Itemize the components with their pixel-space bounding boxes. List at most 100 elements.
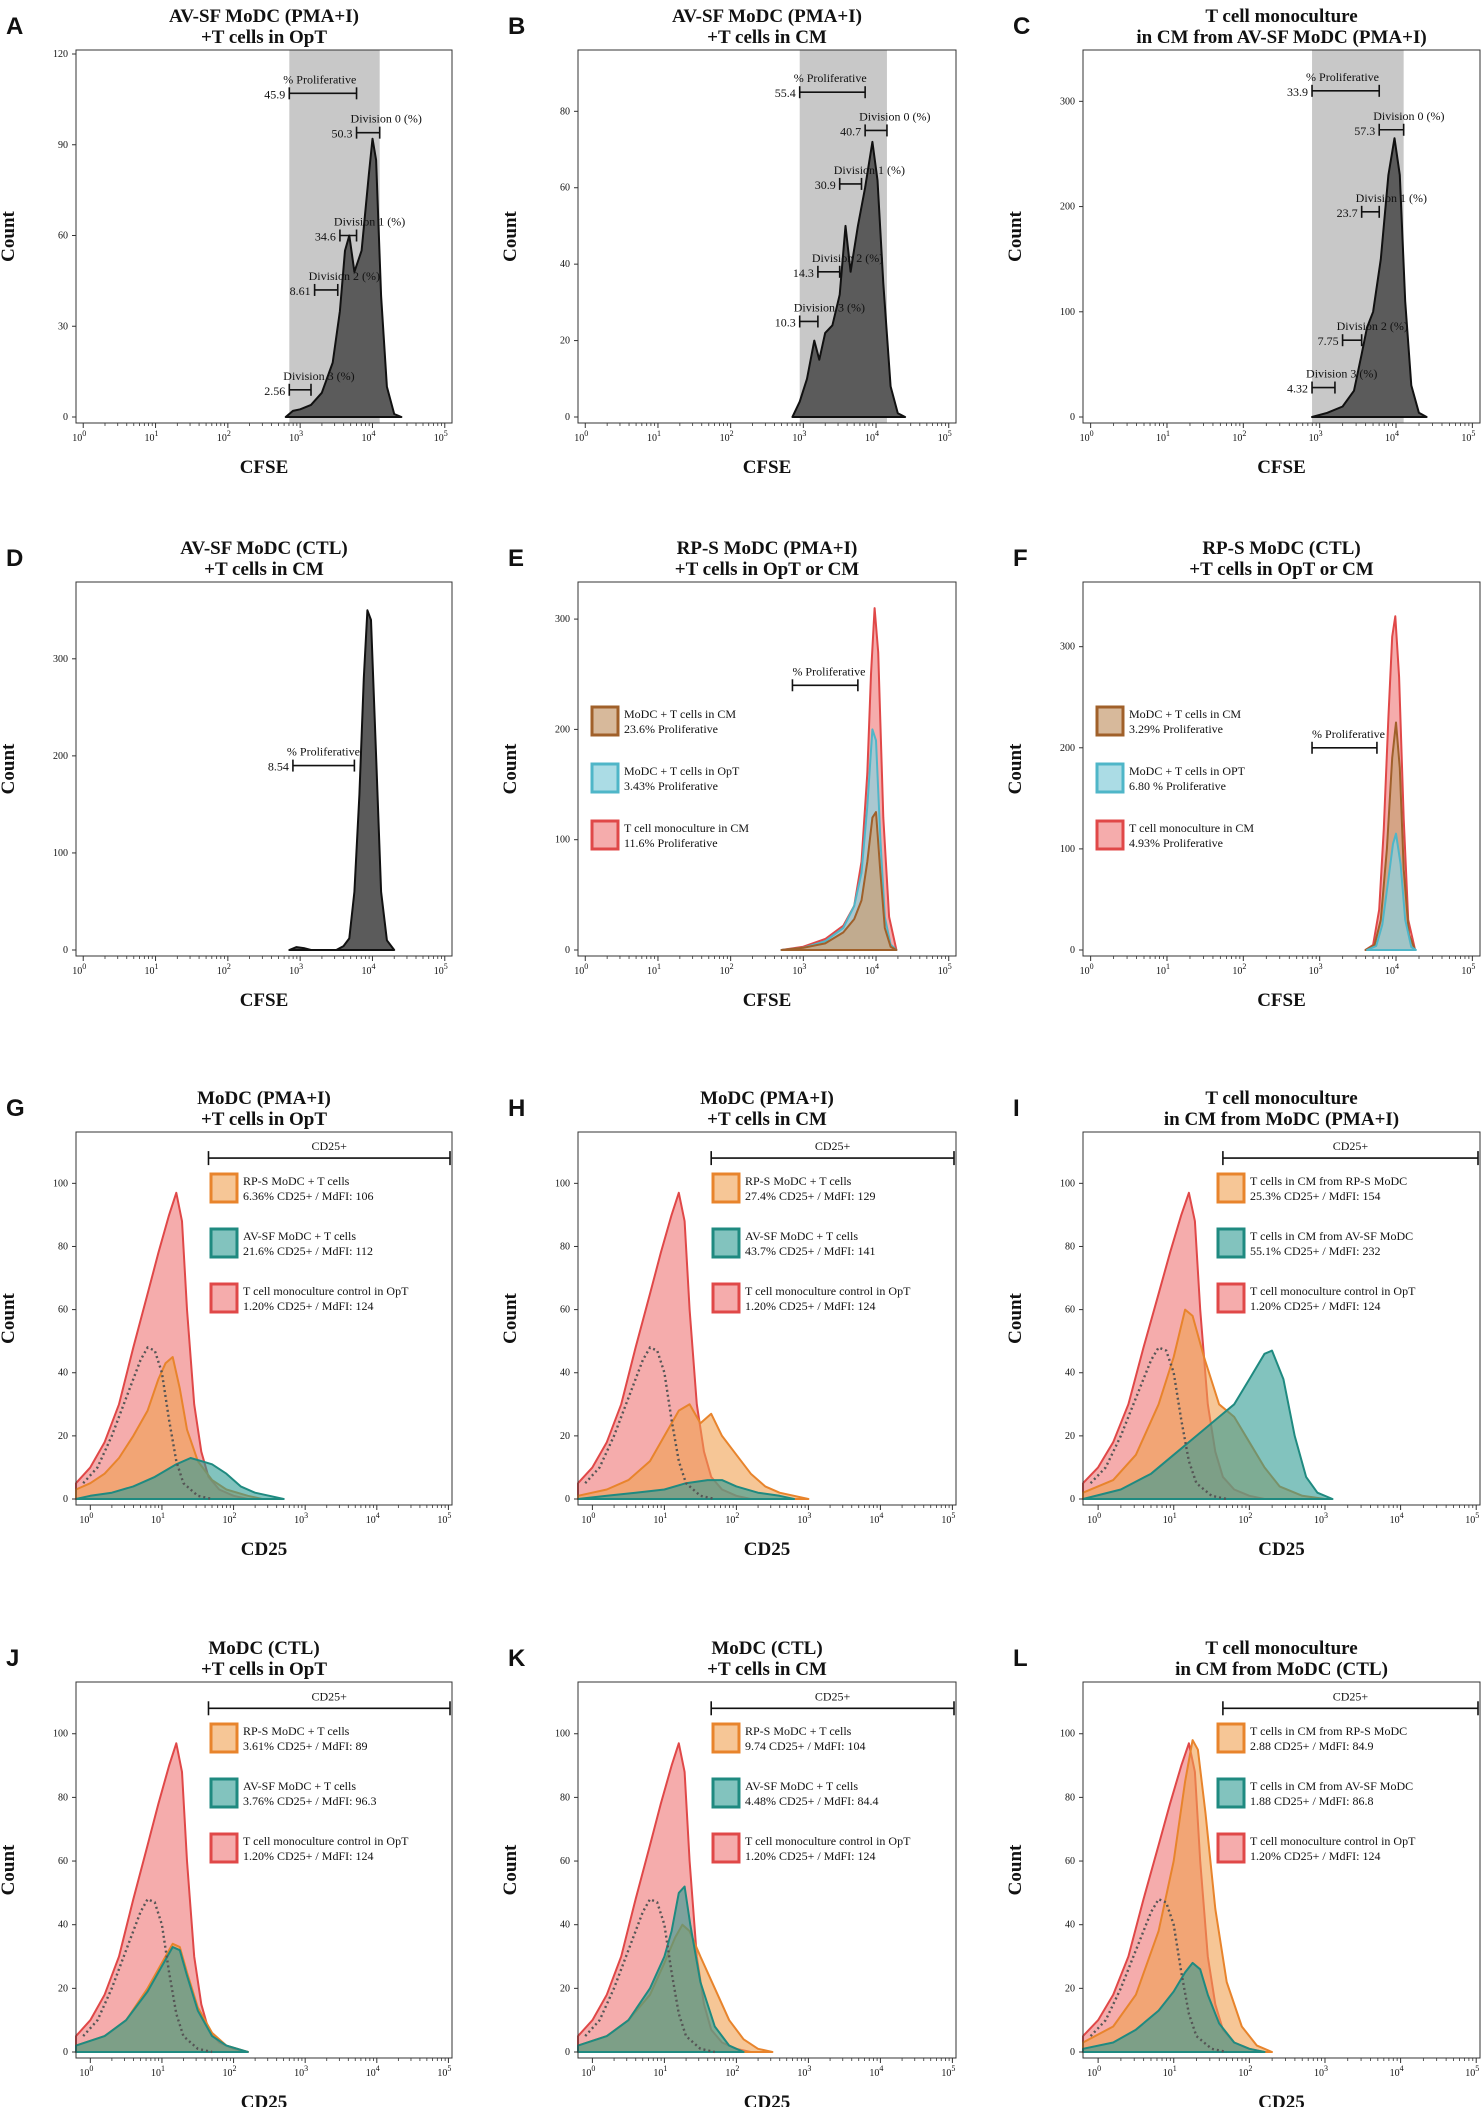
legend-label: T cell monoculture in CM: [624, 821, 749, 835]
gate-value: 14.3: [793, 266, 814, 280]
cd25-gate-label: CD25+: [815, 1689, 851, 1703]
plot-frame: [1082, 581, 1481, 957]
panel-title-line: MoDC (PMA+I): [700, 1088, 834, 1109]
y-axis-title: Count: [1005, 1844, 1026, 1895]
y-tick-label: 0: [1070, 945, 1075, 956]
gate-label: Division 1 (%): [1356, 191, 1427, 205]
x-axis-title: CFSE: [743, 990, 792, 1011]
y-axis-title: Count: [1005, 210, 1026, 261]
y-tick-label: 100: [53, 1729, 68, 1740]
x-tick-label: 103: [792, 962, 806, 977]
x-tick-label: 100: [1087, 1511, 1101, 1526]
x-tick-label: 102: [725, 2064, 739, 2079]
y-tick-label: 60: [58, 1305, 68, 1316]
panel-title-line: in CM from MoDC (PMA+I): [1164, 1109, 1399, 1130]
legend-stat: 25.3% CD25+ / MdFI: 154: [1250, 1189, 1380, 1203]
x-axis-title: CFSE: [240, 457, 289, 478]
gate-label: % Proliferative: [283, 72, 356, 86]
x-tick-label: 101: [653, 2064, 667, 2079]
x-tick-label: 105: [437, 2064, 451, 2079]
x-tick-label: 101: [151, 1511, 165, 1526]
reference-dotted-trace: [584, 1897, 716, 2054]
gate-label: Division 0 (%): [351, 112, 422, 126]
y-tick-label: 30: [58, 321, 68, 332]
x-tick-label: 101: [1163, 1511, 1177, 1526]
legend-label: T cells in CM from AV-SF MoDC: [1250, 1779, 1413, 1793]
y-tick-label: 90: [58, 140, 68, 151]
histogram-teal: [577, 1479, 795, 1500]
gate-label: Division 1 (%): [834, 163, 905, 177]
x-tick-label: 101: [647, 962, 661, 977]
x-tick-label: 102: [1232, 962, 1246, 977]
legend-label: MoDC + T cells in OpT: [624, 764, 740, 778]
gate-value: 8.54: [268, 760, 289, 774]
y-tick-label: 60: [58, 231, 68, 242]
x-tick-label: 100: [1087, 2064, 1101, 2079]
legend-swatch-cyan: [1095, 762, 1125, 794]
legend-stat: 55.1% CD25+ / MdFI: 232: [1250, 1244, 1380, 1258]
x-tick-label: 100: [79, 1511, 93, 1526]
panel-title-line: +T cells in OpT or CM: [1189, 559, 1374, 580]
x-tick-label: 100: [581, 2064, 595, 2079]
panel-e: E RP-S MoDC (PMA+I)+T cells in OpT or CM 0…: [500, 538, 957, 1011]
y-axis-title: Count: [500, 210, 521, 261]
legend-stat: 1.20% CD25+ / MdFI: 124: [745, 1849, 875, 1863]
reference-dotted-trace: [82, 1897, 213, 2054]
legend-label: T cell monoculture control in OpT: [1250, 1284, 1416, 1298]
y-tick-label: 20: [560, 336, 570, 347]
x-tick-label: 104: [869, 1511, 883, 1526]
legend-swatch-teal: [209, 1777, 239, 1809]
legend-stat: 1.20% CD25+ / MdFI: 124: [745, 1299, 875, 1313]
y-tick-label: 300: [1060, 642, 1075, 653]
gate-label: Division 2 (%): [309, 269, 380, 283]
histogram-cyan: [1366, 832, 1417, 951]
x-tick-label: 102: [223, 1511, 237, 1526]
legend-stat: 1.20% CD25+ / MdFI: 124: [1250, 1299, 1380, 1313]
y-tick-label: 100: [555, 835, 570, 846]
x-tick-label: 102: [1238, 1511, 1252, 1526]
y-tick-label: 80: [58, 1241, 68, 1252]
legend-label: T cell monoculture control in OpT: [745, 1834, 911, 1848]
panel-title-line: RP-S MoDC (PMA+I): [677, 538, 858, 559]
y-axis-title: Count: [0, 210, 19, 261]
y-tick-label: 60: [560, 183, 570, 194]
legend-swatch-brown: [1095, 705, 1125, 737]
x-tick-label: 100: [72, 429, 86, 444]
x-tick-label: 105: [938, 962, 952, 977]
gate-value: 33.9: [1287, 85, 1308, 99]
legend-swatch-red: [209, 1832, 239, 1864]
x-tick-label: 103: [797, 1511, 811, 1526]
panel-title-line: AV-SF MoDC (CTL): [180, 538, 347, 559]
x-tick-label: 103: [797, 2064, 811, 2079]
legend-stat: 3.76% CD25+ / MdFI: 96.3: [243, 1794, 376, 1808]
panel-letter: B: [508, 13, 525, 40]
legend-stat: 1.88 CD25+ / MdFI: 86.8: [1250, 1794, 1373, 1808]
y-tick-label: 80: [1065, 1792, 1075, 1803]
panel-title-line: in CM from AV-SF MoDC (PMA+I): [1136, 27, 1426, 48]
y-tick-label: 0: [1070, 2047, 1075, 2058]
x-axis-title: CD25: [1258, 1539, 1304, 1560]
legend-label: T cell monoculture control in OpT: [243, 1284, 409, 1298]
y-tick-label: 60: [560, 1856, 570, 1867]
legend-stat: 3.43% Proliferative: [624, 779, 718, 793]
y-tick-label: 40: [560, 1920, 570, 1931]
x-tick-label: 105: [434, 962, 448, 977]
y-tick-label: 100: [1060, 844, 1075, 855]
x-tick-label: 100: [72, 962, 86, 977]
x-tick-label: 103: [1309, 429, 1323, 444]
x-axis-title: CD25: [241, 1539, 287, 1560]
plot-frame: [577, 1681, 957, 2059]
gate-value: 45.9: [264, 87, 285, 101]
plot-frame: [1082, 1681, 1481, 2059]
y-tick-label: 0: [63, 412, 68, 423]
y-tick-label: 0: [1070, 1494, 1075, 1505]
x-axis-title: CD25: [744, 2092, 790, 2107]
y-tick-label: 0: [63, 2047, 68, 2058]
y-tick-label: 300: [1060, 96, 1075, 107]
x-tick-label: 104: [361, 429, 375, 444]
x-tick-label: 100: [574, 962, 588, 977]
panel-title-line: MoDC (CTL): [711, 1638, 822, 1659]
panel-title-line: +T cells in CM: [204, 559, 324, 580]
y-tick-label: 80: [560, 106, 570, 117]
legend-stat: 27.4% CD25+ / MdFI: 129: [745, 1189, 875, 1203]
